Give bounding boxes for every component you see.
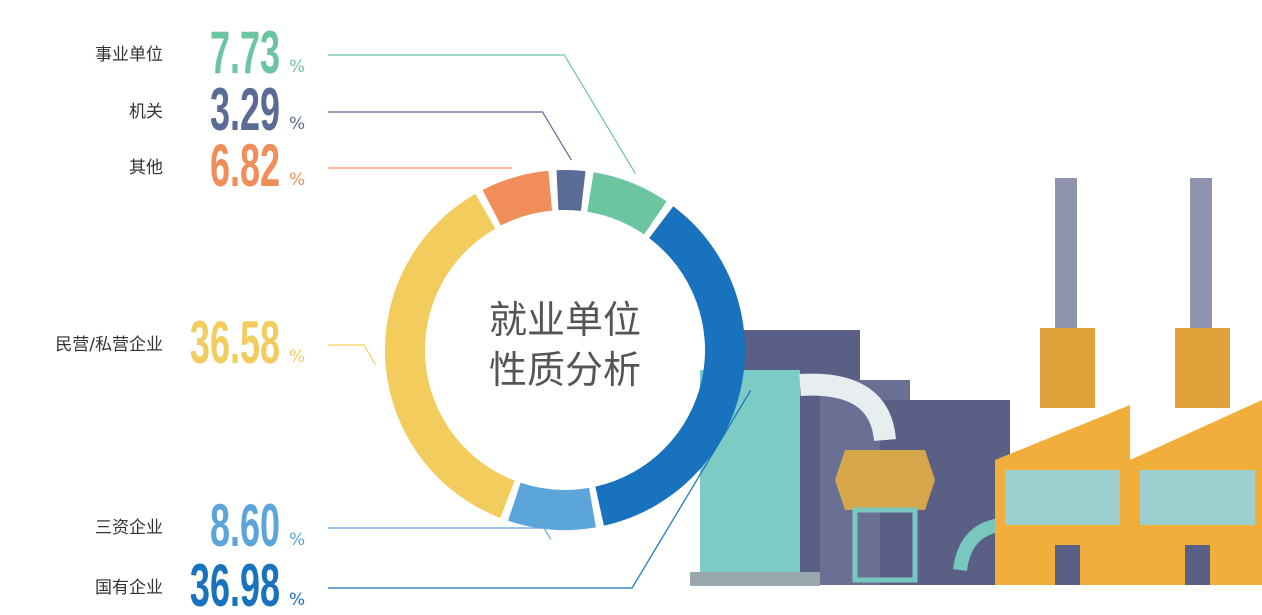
value-label: 36.98	[190, 552, 280, 615]
value-label-group: 3.29	[210, 76, 280, 143]
unit-label: %	[289, 170, 305, 190]
value-label-group: 36.98	[190, 552, 280, 615]
leader-line	[328, 111, 572, 161]
category-label: 机关	[129, 102, 163, 122]
factory-illustration	[690, 178, 1262, 586]
value-label-group: 6.82	[210, 132, 280, 199]
category-label: 国有企业	[95, 578, 163, 598]
leader-line	[328, 54, 636, 174]
unit-label: %	[289, 57, 305, 77]
donut-segment	[587, 172, 667, 235]
category-label: 事业单位	[95, 45, 163, 65]
value-label-group: 36.58	[190, 309, 280, 376]
donut-segment	[508, 482, 596, 530]
donut-segment	[595, 206, 746, 526]
value-label-group: 7.73	[210, 19, 280, 86]
value-label: 8.60	[210, 492, 280, 559]
value-label-group: 8.60	[210, 492, 280, 559]
value-label: 3.29	[210, 76, 280, 143]
donut-segment	[482, 170, 553, 226]
unit-label: %	[289, 114, 305, 134]
unit-label: %	[289, 590, 305, 610]
chart-title: 就业单位性质分析	[488, 298, 641, 392]
leader-line	[328, 389, 752, 589]
value-label: 36.58	[190, 309, 280, 376]
leader-line	[328, 344, 377, 365]
value-label: 7.73	[210, 19, 280, 86]
unit-label: %	[289, 530, 305, 550]
leader-line	[328, 527, 552, 540]
value-label: 6.82	[210, 132, 280, 199]
donut-segment	[385, 193, 515, 518]
category-label: 三资企业	[95, 518, 163, 538]
donut-segment	[556, 170, 586, 211]
category-label: 其他	[129, 158, 163, 178]
unit-label: %	[289, 347, 305, 367]
category-label: 民营/私营企业	[55, 335, 163, 355]
